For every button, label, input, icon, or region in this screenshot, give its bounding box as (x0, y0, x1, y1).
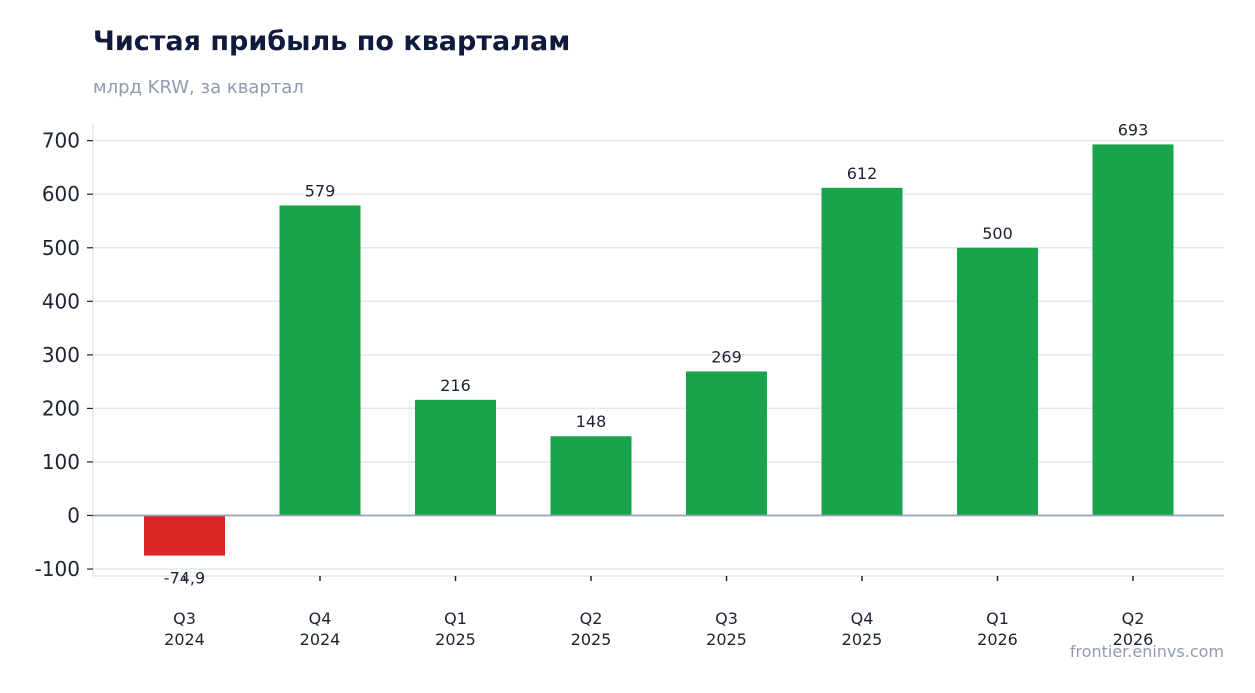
y-tick-label: 300 (42, 343, 80, 367)
x-tick-label-year: 2025 (842, 630, 883, 649)
x-tick-label-quarter: Q3 (173, 609, 196, 628)
x-tick-label-quarter: Q4 (309, 609, 332, 628)
x-tick-label-quarter: Q2 (580, 609, 603, 628)
y-tick-label: 500 (42, 236, 80, 260)
y-tick-label: 100 (42, 450, 80, 474)
y-tick-label: 700 (42, 129, 80, 153)
chart-subtitle: млрд KRW, за квартал (93, 77, 304, 98)
y-tick-label: 400 (42, 289, 80, 313)
data-label: 269 (711, 347, 742, 366)
data-label: 612 (847, 164, 878, 183)
x-tick-label-year: 2025 (571, 630, 612, 649)
x-tick-label-year: 2025 (706, 630, 747, 649)
x-tick-label-quarter: Q4 (851, 609, 874, 628)
bar (957, 247, 1038, 516)
bar (279, 205, 361, 516)
data-label: 216 (440, 376, 471, 395)
bar (821, 187, 903, 516)
y-tick-label: 600 (42, 182, 80, 206)
source-label: frontier.eninvs.com (1069, 642, 1224, 661)
data-label: 579 (305, 181, 336, 200)
x-tick-label-year: 2026 (1113, 630, 1154, 649)
bar (1092, 144, 1174, 516)
x-tick-label-year: 2024 (300, 630, 341, 649)
y-tick-label: -100 (35, 557, 80, 581)
x-tick-label-year: 2024 (164, 630, 205, 649)
x-tick-label-year: 2026 (977, 630, 1018, 649)
data-label: 693 (1118, 120, 1149, 139)
bar (686, 371, 767, 516)
y-tick-label: 0 (67, 503, 80, 527)
x-tick-label-year: 2025 (435, 630, 476, 649)
data-label: 500 (982, 224, 1013, 243)
bar (415, 399, 496, 516)
x-tick-label-quarter: Q1 (986, 609, 1009, 628)
chart-title: Чистая прибыль по кварталам (93, 26, 571, 57)
x-tick-label-quarter: Q1 (444, 609, 467, 628)
data-label: 148 (576, 412, 607, 431)
bar (144, 515, 225, 556)
x-tick-label-quarter: Q2 (1122, 609, 1145, 628)
y-tick-label: 200 (42, 396, 80, 420)
x-tick-label-quarter: Q3 (715, 609, 738, 628)
bar (550, 436, 632, 516)
